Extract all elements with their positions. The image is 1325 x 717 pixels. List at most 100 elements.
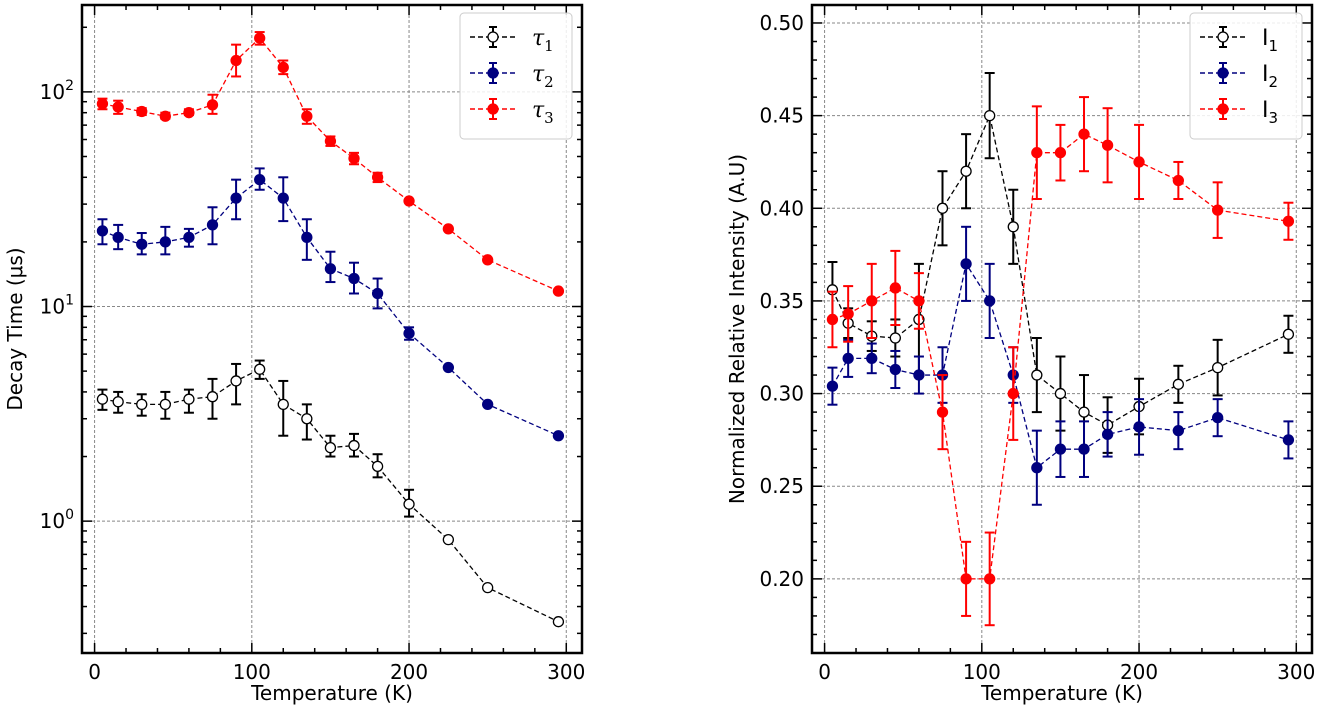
data-point [403,498,415,510]
y-tick-label: 0.50 [759,11,804,35]
data-point [913,369,925,381]
data-point [1282,215,1295,227]
legend-marker [487,103,499,115]
y-tick-label: 102 [40,78,74,104]
data-point [112,101,124,113]
data-point [1031,462,1043,474]
data-point [277,61,289,74]
data-point [183,107,195,119]
data-point [159,398,171,411]
legend-marker [487,31,499,43]
data-point [984,109,996,122]
data-point [183,393,195,405]
data-point [136,105,148,118]
data-point [1212,361,1224,374]
data-point [913,295,925,307]
x-tick-label: 100 [233,660,271,684]
data-point [206,219,219,231]
data-point [1054,147,1067,159]
data-point [1212,204,1224,216]
y-tick-label: 101 [40,293,74,319]
series-τ2 [96,167,565,442]
legend: I1 I2 I3 [1189,12,1303,140]
data-point [889,363,901,376]
legend-label: I3 [1262,98,1278,127]
data-point [1133,421,1145,433]
x-tick-label: 200 [390,660,428,684]
data-point [348,439,360,452]
data-point [136,238,148,250]
y-tick-label: 0.30 [759,382,804,406]
data-point [136,398,148,411]
series-line [832,133,1289,580]
data-point [1031,369,1043,381]
data-point [1172,174,1185,187]
data-point [1078,128,1090,140]
legend-marker [1217,31,1229,43]
data-point [984,573,996,585]
data-point [1054,443,1067,455]
data-point [1172,424,1185,437]
y-axis-label: Normalized Relative Intensity (A.U) [725,154,749,504]
y-tick-label: 0.45 [759,104,804,128]
series-τ1 [96,359,565,628]
data-point [96,393,109,405]
data-point [552,616,565,628]
data-point [889,332,901,344]
data-point [371,460,384,472]
data-point [371,287,384,300]
data-point [552,430,565,442]
data-point [301,231,313,244]
data-point [826,313,839,326]
series-line [102,178,559,437]
data-point [1054,387,1067,400]
data-point [254,363,266,375]
x-tick-label: 300 [547,660,585,684]
legend-marker [487,67,499,79]
decay-time-chart: 0 100 200 300 100 101 102 Temperature (K) Decay … [3,3,585,705]
x-axis-label: Temperature (K) [980,681,1143,705]
data-point [1282,434,1295,446]
data-point [866,295,878,307]
data-point [277,398,289,411]
data-point [206,391,219,403]
series-I3 [826,96,1295,627]
data-point [482,398,494,411]
data-point [301,110,313,122]
series-I1 [826,72,1295,454]
data-point [348,272,360,285]
data-point [826,380,839,392]
relative-intensity-chart: 0 100 200 300 0.20 0.25 0.30 0.35 0.40 0.45 0.50 Te… [725,3,1315,705]
data-point [442,223,455,235]
data-point [442,533,455,546]
legend-box [459,12,573,140]
data-point [936,406,949,418]
data-point [96,98,109,110]
data-point [1078,443,1090,455]
data-point [1101,428,1114,440]
data-point [183,231,195,244]
legend-marker [1217,103,1229,115]
legend: τ1 τ2 τ3 [459,12,573,140]
y-tick-label: 0.35 [759,289,804,313]
data-point [324,263,337,275]
data-point [1172,378,1185,390]
data-point [112,396,124,408]
data-point [482,581,494,594]
data-point [936,202,949,214]
data-point [348,152,360,165]
data-point [1282,328,1295,340]
data-point [371,171,384,183]
data-point [301,413,313,425]
x-tick-label: 300 [1277,660,1315,684]
y-tick-label: 0.20 [759,567,804,591]
data-point [984,295,996,307]
data-point [960,165,972,177]
data-point [254,174,266,186]
data-point [889,282,901,294]
data-point [159,110,171,122]
data-point [159,236,171,248]
data-point [1007,387,1019,400]
legend-label: I2 [1262,62,1278,91]
legend-label: τ3 [532,98,554,127]
